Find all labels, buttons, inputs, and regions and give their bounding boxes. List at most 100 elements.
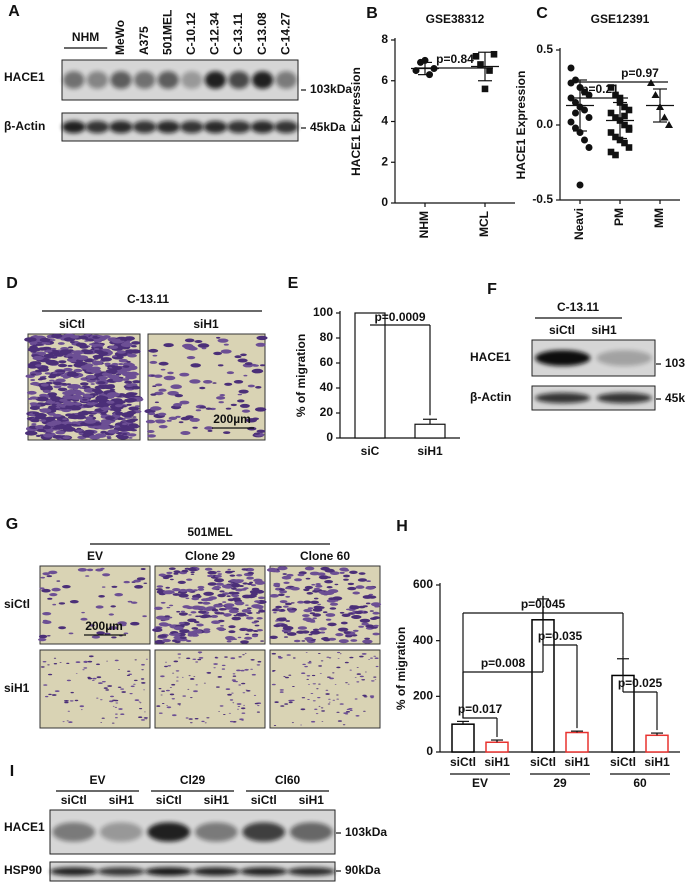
cell [205,407,212,410]
cell [373,676,377,678]
cell [111,722,115,724]
row-label: HACE1 [4,820,45,834]
cell [272,670,276,672]
cell [62,426,76,432]
cell [282,573,287,575]
cell [246,616,254,620]
cell [371,680,375,682]
cell [216,570,221,573]
cell [127,433,137,437]
y-axis-label: HACE1 Expression [514,71,528,180]
cell [31,423,37,426]
cell [70,385,77,388]
cell [133,683,136,685]
cell [272,608,281,612]
marker-label: 90kDa [345,863,381,877]
cell [374,679,377,680]
cell [238,684,242,686]
cell [218,628,226,632]
cell [255,386,262,389]
cell [165,689,170,692]
cell [341,613,351,617]
x-tick-label: siH1 [564,755,590,769]
cell [225,636,235,640]
cell [191,627,199,630]
cell [243,704,246,706]
cell [88,414,94,417]
cell [285,676,289,679]
cell [160,694,163,696]
cell [283,581,290,584]
cell [211,587,219,590]
marker-label: 103kDa [345,825,387,839]
cell [314,708,318,710]
cell [35,434,42,437]
cell [178,612,188,616]
cell [266,568,278,572]
cell [122,413,131,417]
cell [98,682,103,684]
cell [40,383,49,387]
cell [192,426,198,429]
cell [223,613,232,617]
cell [68,346,74,349]
cell [100,567,105,570]
cell [75,661,81,663]
cell [47,597,53,600]
cell [187,688,190,690]
cell [312,613,322,617]
cell [119,427,128,431]
cell [145,658,148,660]
cell [241,409,251,413]
band [242,822,286,842]
cell [304,566,315,571]
cell [134,659,137,661]
lane-label: MeWo [113,20,127,55]
bar [565,731,589,753]
cell [166,606,171,609]
cell [293,639,301,643]
micrograph [39,565,151,645]
cell [139,708,143,710]
cell [304,665,308,668]
cell [228,591,237,595]
point [612,151,619,159]
cell [212,382,217,384]
cell [256,711,260,713]
cell [48,570,58,575]
cell [125,398,137,403]
cell [306,675,311,677]
cell [370,617,378,620]
cell [254,407,267,412]
band [287,867,335,876]
cell [278,656,283,659]
panel-label: H [396,518,408,535]
cell [32,355,44,361]
cell [55,430,66,435]
point [621,112,628,120]
cell [164,665,168,668]
band [52,822,96,842]
cell [128,437,133,439]
cell [312,608,323,612]
cell [228,625,236,629]
cell [134,699,140,701]
band [289,822,333,842]
cell [38,634,48,639]
cell [362,595,373,599]
cell [374,605,380,608]
cell [173,626,184,631]
cell [86,568,94,572]
cell [165,661,167,663]
cell [133,679,138,682]
cell [237,636,242,639]
cell [311,674,316,677]
group-label: 29 [553,776,567,790]
cell [320,707,324,709]
cell [308,660,312,662]
cell [104,362,111,366]
band [147,822,191,842]
cell [226,371,235,375]
cell [219,590,225,593]
cell [234,355,242,359]
